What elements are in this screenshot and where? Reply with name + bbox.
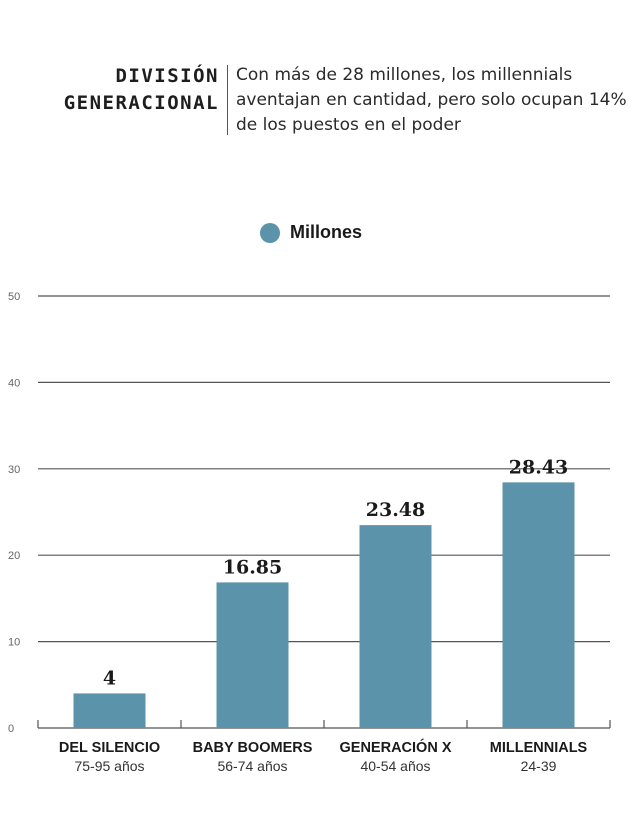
y-tick-label: 20 <box>8 550 20 562</box>
category-name: GENERACIÓN X <box>339 740 452 756</box>
bar-0 <box>73 693 146 728</box>
chart-title-line1: DIVISIÓN <box>115 65 219 87</box>
category-name: BABY BOOMERS <box>192 740 313 756</box>
category-label: BABY BOOMERS 56-74 años <box>173 739 333 775</box>
bar-3 <box>502 482 575 728</box>
header-divider <box>227 65 228 135</box>
bar-value-label: 23.48 <box>366 499 426 521</box>
category-label: GENERACIÓN X 40-54 años <box>316 739 476 775</box>
y-tick-label: 40 <box>8 377 20 389</box>
bar-2 <box>359 525 432 728</box>
bar-1 <box>216 582 289 728</box>
bar-value-label: 16.85 <box>223 556 283 578</box>
category-age-range: 24-39 <box>520 758 557 774</box>
legend-label: Millones <box>290 222 363 242</box>
category-name: MILLENNIALS <box>489 740 588 756</box>
category-age-range: 56-74 años <box>217 758 288 774</box>
bar-value-label: 4 <box>103 667 116 689</box>
legend: Millones <box>260 222 362 243</box>
y-tick-label: 30 <box>8 464 20 476</box>
y-tick-label: 50 <box>8 291 20 303</box>
category-age-range: 75-95 años <box>74 758 145 774</box>
category-label: MILLENNIALS 24-39 <box>459 739 619 775</box>
category-label: DEL SILENCIO 75-95 años <box>30 739 190 775</box>
bar-value-label: 28.43 <box>509 456 569 478</box>
legend-swatch <box>260 222 280 243</box>
category-name: DEL SILENCIO <box>58 740 161 756</box>
category-age-range: 40-54 años <box>360 758 431 774</box>
chart-title: DIVISIÓN GENERACIONAL <box>20 63 219 117</box>
chart-title-line2: GENERACIONAL <box>63 92 219 114</box>
y-tick-label: 10 <box>8 637 20 649</box>
y-tick-label: 0 <box>8 723 14 735</box>
chart-subtitle: Con más de 28 millones, los millennials … <box>236 65 627 135</box>
